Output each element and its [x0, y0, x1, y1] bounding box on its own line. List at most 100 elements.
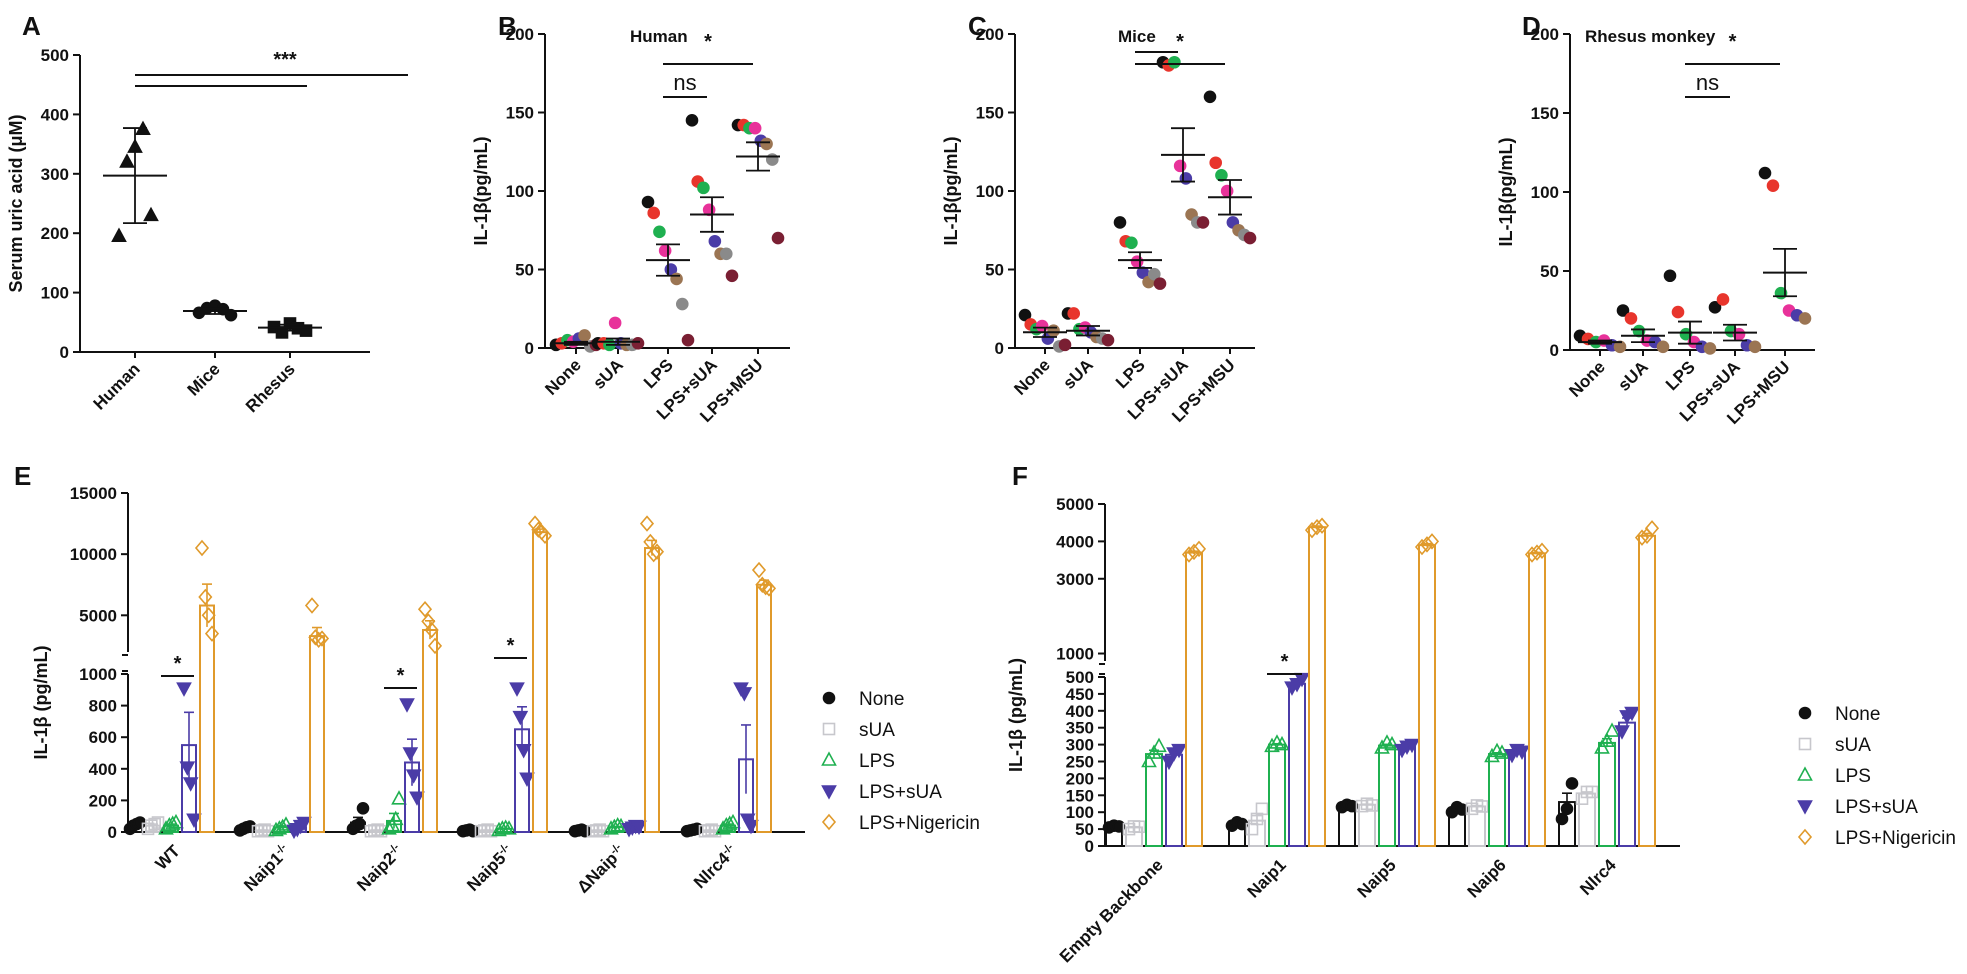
x-tick-label: LPS: [640, 355, 677, 392]
data-point: [1419, 536, 1435, 553]
data-point: [201, 607, 216, 624]
data-point: [1173, 159, 1187, 173]
bar: [1268, 743, 1286, 847]
x-tick-label: None: [541, 355, 584, 398]
data-point: [1524, 546, 1540, 563]
data-point: [705, 823, 718, 836]
data-point: [258, 823, 271, 836]
data-point: [278, 816, 294, 831]
y-tick-label: 0: [108, 823, 117, 842]
data-point: [1585, 785, 1599, 799]
legend-e: None sUA LPS LPS+sUA LPS+Nigericin: [821, 689, 980, 834]
panel-b: B Human 0 50 100 150 200 IL-1β(pg/mL) None sUA LPS…: [471, 11, 790, 426]
y-tick-label: 200: [506, 25, 534, 44]
bar: [1598, 741, 1616, 847]
x-tick-label: Naip2-/-: [353, 841, 407, 895]
bar: [1638, 534, 1656, 847]
data-point: [399, 698, 415, 713]
data-point: [1708, 301, 1722, 314]
panel-label: D: [1522, 11, 1541, 41]
data-point: [1147, 267, 1161, 281]
x-tick-label: sUA: [1059, 355, 1096, 392]
sig-label: *: [704, 31, 712, 53]
sig-label: ns: [1696, 70, 1719, 95]
data-point: [578, 329, 591, 342]
x-tick-label: LPS: [1662, 357, 1699, 394]
data-point: [1112, 820, 1126, 833]
legend-label: LPS+sUA: [859, 782, 942, 803]
data-point: [148, 817, 161, 831]
data-point: [1663, 269, 1677, 283]
data-point: [1186, 543, 1202, 561]
data-point: [1255, 802, 1269, 816]
panel-e: E 0 200 400 600 800 1000 5000 10000 15000 IL-1β (p…: [14, 461, 805, 897]
data-point: [608, 316, 622, 330]
data-point: [143, 206, 159, 222]
sig-label: *: [174, 653, 182, 675]
data-point: [578, 824, 592, 838]
y-tick-label: 100: [976, 182, 1004, 201]
data-point: [1374, 739, 1390, 754]
panel-label: B: [498, 11, 517, 41]
legend-marker: [822, 691, 836, 705]
y-tick-label: 50: [1075, 820, 1094, 839]
y-tick-label: 500: [41, 46, 69, 65]
legend-marker: [822, 722, 836, 736]
data-point: [1475, 800, 1489, 813]
data-point: [531, 521, 546, 538]
y-tick-label: 50: [515, 261, 534, 280]
data-point: [1534, 542, 1550, 559]
data-point: [179, 761, 196, 776]
data-point: [1113, 216, 1127, 229]
data-point: [1058, 338, 1072, 352]
panel-title: Rhesus monkey: [1585, 27, 1716, 46]
bar: [644, 547, 660, 833]
panel-label: A: [22, 11, 41, 41]
x-tick-label: Human: [90, 359, 144, 413]
data-point: [1125, 236, 1138, 250]
y-tick-label: 100: [41, 284, 69, 303]
data-point: [1599, 732, 1615, 748]
data-point: [353, 817, 366, 831]
data-point: [761, 580, 777, 597]
legend-label: LPS+Nigericin: [1835, 828, 1956, 849]
data-point: [424, 621, 439, 639]
data-point: [356, 801, 370, 815]
x-tick-label: Nlrc4-/-: [690, 841, 741, 892]
data-point: [119, 153, 135, 168]
data-point: [1414, 538, 1430, 556]
data-point: [1314, 517, 1330, 534]
x-tick-label: ΔNaip-/-: [573, 841, 629, 897]
data-point: [736, 687, 753, 702]
data-point: [593, 823, 606, 836]
data-point: [1634, 529, 1650, 546]
y-tick-label: 100: [1066, 803, 1094, 822]
y-tick-label: 350: [1066, 719, 1094, 738]
data-point: [1671, 305, 1685, 319]
data-point: [168, 813, 184, 829]
data-point: [198, 588, 213, 606]
data-point: [719, 247, 733, 261]
y-tick-label: 0: [1550, 341, 1559, 360]
x-tick-label: LPS: [1112, 355, 1149, 392]
data-point: [427, 637, 443, 655]
data-point: [1345, 799, 1359, 813]
data-point: [1181, 546, 1197, 563]
legend-label: sUA: [1835, 735, 1871, 756]
data-point: [649, 543, 665, 560]
data-point: [1766, 179, 1780, 192]
data-point: [1018, 308, 1032, 322]
data-point: [1560, 802, 1574, 816]
x-tick-label: Naip6: [1464, 855, 1510, 901]
data-point: [725, 269, 739, 283]
data-point: [725, 813, 741, 829]
data-point: [748, 121, 762, 135]
data-point: [685, 114, 699, 127]
data-point: [224, 308, 238, 322]
y-tick-label: 150: [976, 104, 1004, 123]
data-point: [1191, 540, 1207, 558]
y-tick-label: 800: [89, 697, 117, 716]
y-tick-label: 200: [1531, 25, 1559, 44]
data-point: [1264, 737, 1280, 753]
y-tick-label: 0: [1085, 837, 1094, 856]
